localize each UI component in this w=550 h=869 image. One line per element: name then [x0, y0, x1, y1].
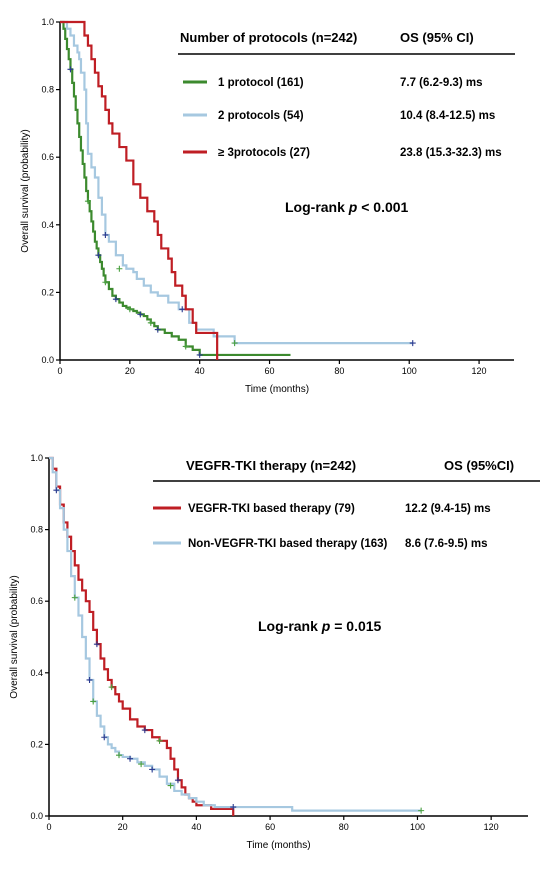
- y-tick-label: 0.0: [30, 811, 43, 821]
- legend-label: 1 protocol (161): [218, 77, 304, 89]
- censor-mark: [418, 807, 425, 814]
- x-axis-title: Time (months): [246, 840, 310, 851]
- censor-mark: [147, 319, 154, 326]
- x-tick-label: 80: [334, 366, 344, 376]
- legend-os: 10.4 (8.4-12.5) ms: [400, 110, 495, 122]
- censor-mark: [231, 340, 238, 347]
- x-tick-label: 120: [484, 822, 499, 832]
- censor-mark: [112, 296, 119, 303]
- censor-mark: [86, 676, 93, 683]
- censor-mark: [108, 684, 115, 691]
- censor-mark: [127, 755, 134, 762]
- y-tick-label: 0.0: [41, 355, 54, 365]
- censor-mark: [90, 698, 97, 705]
- censor-mark: [138, 761, 145, 768]
- legend-header-left: Number of protocols (n=242): [180, 30, 357, 45]
- y-tick-label: 0.4: [41, 220, 54, 230]
- logrank-annotation: Log-rank p < 0.001: [285, 199, 409, 215]
- y-tick-label: 0.8: [30, 525, 43, 535]
- y-axis-title: Overall survival (probability): [9, 575, 20, 698]
- legend-label: ≥ 3protocols (27): [218, 147, 310, 159]
- censor-mark: [102, 231, 109, 238]
- legend-os: 8.6 (7.6-9.5) ms: [405, 538, 487, 550]
- y-tick-label: 0.6: [41, 152, 54, 162]
- censor-mark: [154, 326, 161, 333]
- y-tick-label: 0.2: [41, 287, 54, 297]
- censor-mark: [167, 782, 174, 789]
- censor-mark: [141, 727, 148, 734]
- censor-mark: [67, 66, 74, 73]
- legend-label: VEGFR-TKI based therapy (79): [188, 503, 355, 515]
- y-tick-label: 0.8: [41, 85, 54, 95]
- series-line: [49, 456, 422, 812]
- censor-mark: [116, 265, 123, 272]
- legend-os: 12.2 (9.4-15) ms: [405, 503, 491, 515]
- x-tick-label: 0: [46, 822, 51, 832]
- legend-header-left: VEGFR-TKI therapy (n=242): [186, 458, 356, 473]
- censor-mark: [149, 766, 156, 773]
- censor-mark: [101, 734, 108, 741]
- legend-header-right: OS (95%CI): [444, 458, 514, 473]
- x-tick-label: 40: [191, 822, 201, 832]
- series-line: [60, 20, 413, 345]
- censor-mark: [182, 343, 189, 350]
- censor-mark: [156, 737, 163, 744]
- y-tick-label: 0.2: [30, 739, 43, 749]
- x-axis-title: Time (months): [245, 384, 309, 395]
- x-tick-label: 0: [57, 366, 62, 376]
- censor-mark: [179, 306, 186, 313]
- censor-mark: [116, 752, 123, 759]
- legend-header-right: OS (95% CI): [400, 30, 474, 45]
- censor-mark: [71, 594, 78, 601]
- censor-mark: [196, 351, 203, 358]
- censor-mark: [230, 804, 237, 811]
- x-tick-label: 100: [410, 822, 425, 832]
- legend-label: 2 protocols (54): [218, 110, 304, 122]
- x-tick-label: 20: [125, 366, 135, 376]
- censor-mark: [409, 340, 416, 347]
- censor-mark: [174, 777, 181, 784]
- x-tick-label: 20: [118, 822, 128, 832]
- y-axis-title: Overall survival (probability): [20, 129, 31, 252]
- y-tick-label: 1.0: [30, 453, 43, 463]
- legend-os: 23.8 (15.3-32.3) ms: [400, 147, 502, 159]
- censor-mark: [102, 279, 109, 286]
- chart-panel-bottom: 0.0 0.2 0.4 0.6 0.8 1.0 0 20 40 60 80 100 120 Time (m…: [9, 453, 540, 851]
- legend-os: 7.7 (6.2-9.3) ms: [400, 77, 482, 89]
- y-tick-label: 0.4: [30, 668, 43, 678]
- x-tick-label: 100: [402, 366, 417, 376]
- x-tick-label: 60: [265, 822, 275, 832]
- chart-panel-top: 0.0 0.2 0.4 0.6 0.8 1.0 0 20 40 60 80 100 120 Time (m…: [20, 17, 515, 395]
- logrank-annotation: Log-rank p = 0.015: [258, 618, 382, 634]
- series-line: [60, 20, 219, 360]
- y-tick-label: 0.6: [30, 596, 43, 606]
- x-tick-label: 80: [339, 822, 349, 832]
- censor-mark: [93, 641, 100, 648]
- censor-mark: [126, 306, 133, 313]
- x-tick-label: 40: [195, 366, 205, 376]
- censor-mark: [137, 311, 144, 318]
- x-tick-label: 60: [265, 366, 275, 376]
- censor-mark: [84, 198, 91, 205]
- censor-mark: [95, 252, 102, 259]
- series-line: [60, 20, 291, 357]
- censor-mark: [53, 487, 60, 494]
- legend-label: Non-VEGFR-TKI based therapy (163): [188, 538, 388, 550]
- x-tick-label: 120: [472, 366, 487, 376]
- y-tick-label: 1.0: [41, 17, 54, 27]
